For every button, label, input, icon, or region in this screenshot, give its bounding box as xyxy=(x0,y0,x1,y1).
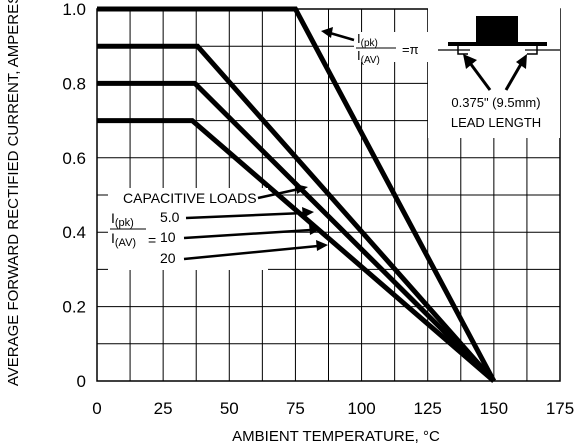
pi-ratio-eq: =π xyxy=(402,42,419,57)
pointer-10-head xyxy=(309,224,321,235)
legend-eq-sign: = xyxy=(148,232,156,248)
series-line-4 xyxy=(97,118,496,383)
lead-length-value: 0.375" (9.5mm) xyxy=(451,95,540,110)
pi-ratio-num: I(pk) xyxy=(357,31,378,49)
y-axis-title: AVERAGE FORWARD RECTIFIED CURRENT, AMPER… xyxy=(5,0,22,386)
plot-border xyxy=(96,8,561,382)
pi-ratio-label: I(pk) I(AV) =π xyxy=(321,27,432,66)
x-tick-label: 125 xyxy=(414,399,442,418)
pi-pointer-shaft xyxy=(329,31,355,42)
series-line-3 xyxy=(97,80,496,383)
pointer-capacitive-shaft xyxy=(257,187,300,200)
arrow-right-head xyxy=(516,54,527,69)
y-tick-label: 1.0 xyxy=(62,0,86,19)
x-tick-labels: 0 25 50 75 100 125 150 175 xyxy=(92,399,574,418)
y-axis-title-group: AVERAGE FORWARD RECTIFIED CURRENT, AMPER… xyxy=(5,0,22,386)
pi-label-background xyxy=(354,32,432,62)
x-tick-label: 175 xyxy=(546,399,574,418)
x-tick-label: 100 xyxy=(347,399,375,418)
legend-load-10: 10 xyxy=(160,229,176,245)
y-tick-label: 0.6 xyxy=(62,149,86,168)
capacitive-loads-title: CAPACITIVE LOADS xyxy=(123,190,257,206)
series-line-1 xyxy=(97,6,497,383)
y-tick-label: 0.2 xyxy=(62,298,86,317)
arrow-left-shaft xyxy=(468,62,492,91)
capacitive-loads-legend: CAPACITIVE LOADS I(pk) I(AV) = 5.0 10 20 xyxy=(108,188,268,270)
pi-ratio-den: I(AV) xyxy=(357,48,380,66)
pad-right xyxy=(527,44,538,55)
series-lines xyxy=(97,6,497,383)
x-tick-label: 0 xyxy=(92,399,101,418)
legend-load-20: 20 xyxy=(160,250,176,266)
pad-left xyxy=(457,44,468,55)
pointer-20-shaft xyxy=(183,244,319,261)
inset-diagram: 0.375" (9.5mm) LEAD LENGTH xyxy=(428,8,560,138)
pointer-10-shaft xyxy=(183,228,312,240)
legend-ratio-den: I(AV) xyxy=(111,230,136,249)
x-tick-label: 50 xyxy=(220,399,239,418)
x-axis-title: AMBIENT TEMPERATURE, °C xyxy=(232,428,440,445)
y-tick-label: 0.4 xyxy=(62,223,86,242)
legend-pointers xyxy=(183,184,328,261)
plot-frame xyxy=(96,8,561,382)
pointer-capacitive-head xyxy=(295,184,308,194)
x-tick-label: 150 xyxy=(480,399,508,418)
series-line-2 xyxy=(97,43,496,383)
y-tick-labels: 0 0.2 0.4 0.6 0.8 1.0 xyxy=(62,0,86,391)
pointer-5-head xyxy=(302,207,314,218)
legend-load-5: 5.0 xyxy=(160,209,180,225)
arrow-right-shaft xyxy=(504,63,523,91)
x-tick-label: 75 xyxy=(286,399,305,418)
pointer-5-shaft xyxy=(185,211,305,220)
lead-length-label: LEAD LENGTH xyxy=(451,115,541,130)
legend-ratio-num: I(pk) xyxy=(111,210,134,229)
y-tick-label: 0.8 xyxy=(62,74,86,93)
pointer-20-head xyxy=(316,240,328,251)
component-body xyxy=(476,16,518,44)
x-tick-label: 25 xyxy=(154,399,173,418)
pi-pointer-head xyxy=(321,27,333,38)
arrow-left-head xyxy=(463,54,477,69)
y-tick-label: 0 xyxy=(77,372,86,391)
